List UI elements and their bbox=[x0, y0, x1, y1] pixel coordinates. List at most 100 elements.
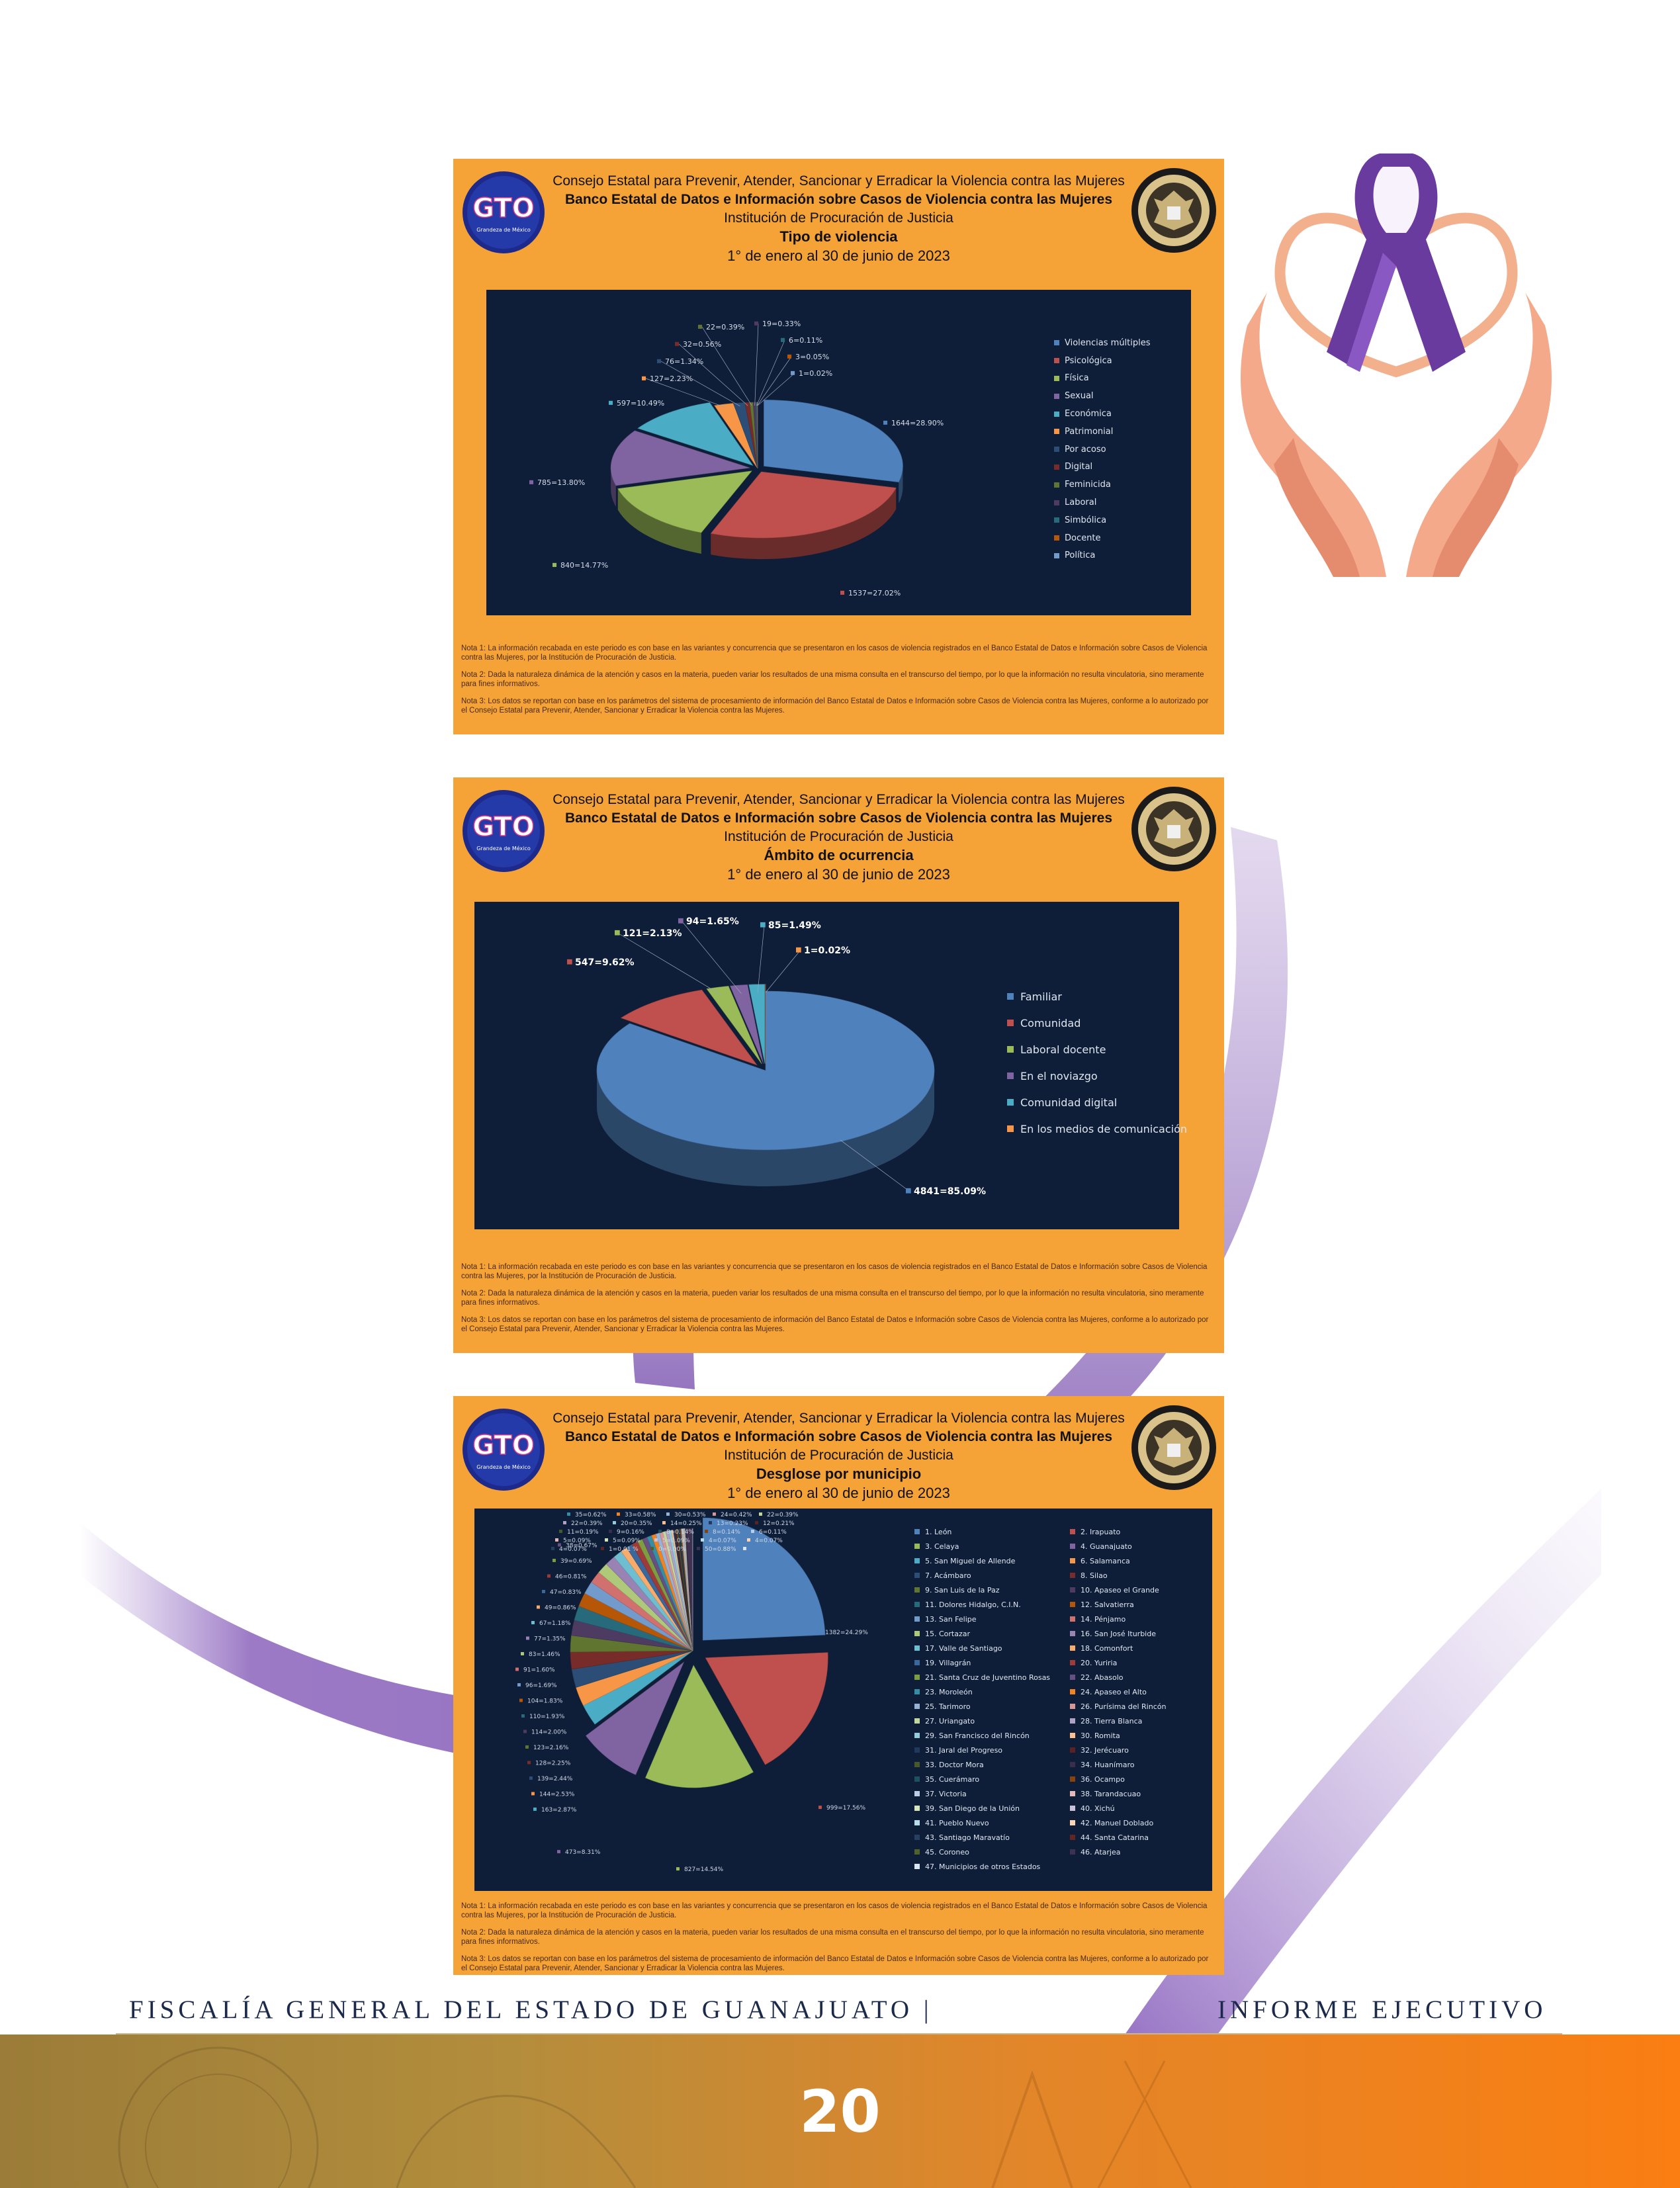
data-label: 33=0.58% bbox=[625, 1512, 656, 1518]
pie-slice bbox=[706, 986, 762, 1065]
gto-logo-subtext: Grandeza de México bbox=[476, 845, 531, 852]
data-label-swatch bbox=[817, 1630, 820, 1634]
data-label: 13=0.23% bbox=[717, 1520, 748, 1527]
data-label-swatch bbox=[525, 1745, 529, 1749]
data-label: 46=0.81% bbox=[555, 1574, 587, 1581]
pie-slice-side bbox=[597, 1071, 934, 1186]
data-label: 127=2.23% bbox=[650, 374, 693, 383]
pie-labels: 1644=28.90% 1537=27.02% 840=14.77% 785=13.8… bbox=[529, 320, 944, 597]
pie-labels: 1382=24.29% 999=17.56% 827=14.54% 473=8.31%… bbox=[515, 1512, 868, 1873]
data-label-leader bbox=[618, 933, 723, 996]
chart-area-ambito-ocurrencia: 4841=85.09% 547=9.62% 121=2.13% 94=1.65% 85=… bbox=[474, 902, 1187, 1229]
data-label-swatch bbox=[666, 1512, 670, 1516]
legend-item: Comunidad bbox=[1007, 1010, 1187, 1036]
data-label-swatch bbox=[713, 1512, 716, 1516]
legend-swatch bbox=[1070, 1791, 1075, 1796]
legend-swatch bbox=[914, 1733, 920, 1738]
legend-swatch bbox=[1054, 340, 1059, 346]
data-label: 4841=85.09% bbox=[914, 1186, 986, 1197]
data-label: 104=1.83% bbox=[527, 1698, 563, 1705]
data-label: 30=0.53% bbox=[674, 1512, 706, 1518]
legend-label: 30. Romita bbox=[1081, 1731, 1120, 1740]
nota-2: Nota 2: Dada la naturaleza dinámica de l… bbox=[461, 1929, 1204, 1946]
data-label-swatch bbox=[563, 1521, 566, 1524]
legend-label: 16. San José Iturbide bbox=[1081, 1629, 1156, 1638]
legend-desglose-municipio: 1. León 2. Irapuato 3. Celaya 4. Guanajuato… bbox=[914, 1524, 1206, 1874]
legend-label: 37. Victoria bbox=[925, 1789, 967, 1798]
legend-label: 34. Huanímaro bbox=[1081, 1760, 1135, 1769]
legend-item: 33. Doctor Mora bbox=[914, 1757, 1070, 1772]
panel-header: Consejo Estatal para Prevenir, Atender, … bbox=[546, 172, 1131, 266]
legend-swatch bbox=[1070, 1762, 1075, 1767]
data-label: 5=0.09% bbox=[613, 1538, 641, 1544]
header-line2: Banco Estatal de Datos e Información sob… bbox=[564, 810, 1113, 826]
gto-logo-icon: GTO Grandeza de México bbox=[463, 790, 545, 872]
data-label: 9=0.16% bbox=[617, 1529, 644, 1536]
data-label-swatch bbox=[515, 1667, 519, 1671]
panel-notes: Nota 1: La información recabada en este … bbox=[461, 1902, 1216, 1981]
data-label-swatch bbox=[613, 1521, 616, 1524]
legend-label: 28. Tierra Blanca bbox=[1081, 1716, 1143, 1726]
legend-item: Económica bbox=[1054, 405, 1151, 423]
legend-label: 32. Jerécuaro bbox=[1081, 1745, 1129, 1755]
legend-label: 13. San Felipe bbox=[925, 1614, 977, 1624]
fiscalia-seal-icon bbox=[1131, 168, 1216, 253]
legend-label: Sexual bbox=[1065, 391, 1094, 402]
nota-3: Nota 3: Los datos se reportan con base e… bbox=[461, 1955, 1209, 1972]
data-label: 22=0.39% bbox=[767, 1512, 799, 1518]
legend-item: Por acoso bbox=[1054, 441, 1151, 459]
legend-swatch bbox=[1070, 1616, 1075, 1622]
legend-label: 42. Manuel Doblado bbox=[1081, 1818, 1154, 1827]
nota-1: Nota 1: La información recabada en este … bbox=[461, 1263, 1208, 1280]
legend-item: En el noviazgo bbox=[1007, 1063, 1187, 1089]
data-label-swatch bbox=[642, 376, 646, 380]
data-label-leader bbox=[765, 950, 801, 993]
footer-divider bbox=[116, 2033, 1562, 2035]
legend-label: Comunidad bbox=[1020, 1016, 1081, 1029]
legend-label: Económica bbox=[1065, 409, 1112, 419]
pie-chart-ambito-ocurrencia: 4841=85.09% 547=9.62% 121=2.13% 94=1.65% 85=… bbox=[567, 916, 986, 1197]
data-label-swatch bbox=[553, 562, 557, 567]
legend-label: Digital bbox=[1065, 462, 1093, 472]
legend-swatch bbox=[914, 1616, 920, 1622]
legend-swatch bbox=[914, 1602, 920, 1607]
nota-2: Nota 2: Dada la naturaleza dinámica de l… bbox=[461, 671, 1204, 688]
legend-label: Política bbox=[1065, 550, 1096, 561]
legend-swatch bbox=[914, 1529, 920, 1534]
data-label-swatch bbox=[567, 959, 572, 965]
pie-sides bbox=[597, 1071, 934, 1186]
legend-swatch bbox=[1070, 1704, 1075, 1709]
legend-label: 33. Doctor Mora bbox=[925, 1760, 984, 1769]
legend-item: 15. Cortazar bbox=[914, 1626, 1070, 1641]
page-number: 20 bbox=[799, 2078, 881, 2146]
legend-item: 36. Ocampo bbox=[1070, 1772, 1206, 1786]
data-label: 5=0.09% bbox=[662, 1538, 690, 1544]
legend-label: 40. Xichú bbox=[1081, 1804, 1115, 1813]
legend-swatch bbox=[914, 1835, 920, 1840]
legend-label: 24. Apaseo el Alto bbox=[1081, 1687, 1147, 1696]
legend-label: 5. San Miguel de Allende bbox=[925, 1556, 1016, 1565]
legend-label: 36. Ocampo bbox=[1081, 1774, 1125, 1784]
legend-swatch bbox=[1070, 1573, 1075, 1578]
data-label-swatch bbox=[755, 1521, 758, 1524]
data-label: 83=1.46% bbox=[529, 1651, 560, 1658]
legend-label: 45. Coroneo bbox=[925, 1847, 969, 1857]
chart-title: Desglose por municipio bbox=[756, 1466, 922, 1482]
legend-swatch bbox=[914, 1675, 920, 1680]
data-label: 1=0.01 % bbox=[609, 1546, 639, 1553]
legend-swatch bbox=[1054, 482, 1059, 488]
data-label: 144=2.53% bbox=[539, 1792, 575, 1798]
data-label-swatch bbox=[676, 1867, 680, 1871]
data-label-swatch bbox=[531, 1621, 535, 1624]
legend-label: 8. Silao bbox=[1081, 1571, 1108, 1580]
legend-swatch bbox=[1070, 1558, 1075, 1563]
legend-label: En el noviazgo bbox=[1020, 1069, 1098, 1082]
legend-swatch bbox=[1007, 1072, 1014, 1079]
legend-item: 4. Guanajuato bbox=[1070, 1539, 1206, 1553]
legend-item: 23. Moroleón bbox=[914, 1685, 1070, 1699]
legend-swatch bbox=[1007, 993, 1014, 1000]
legend-swatch bbox=[914, 1776, 920, 1782]
data-label-swatch bbox=[662, 1521, 666, 1524]
legend-label: 7. Acámbaro bbox=[925, 1571, 971, 1580]
legend-item: 17. Valle de Santiago bbox=[914, 1641, 1070, 1655]
